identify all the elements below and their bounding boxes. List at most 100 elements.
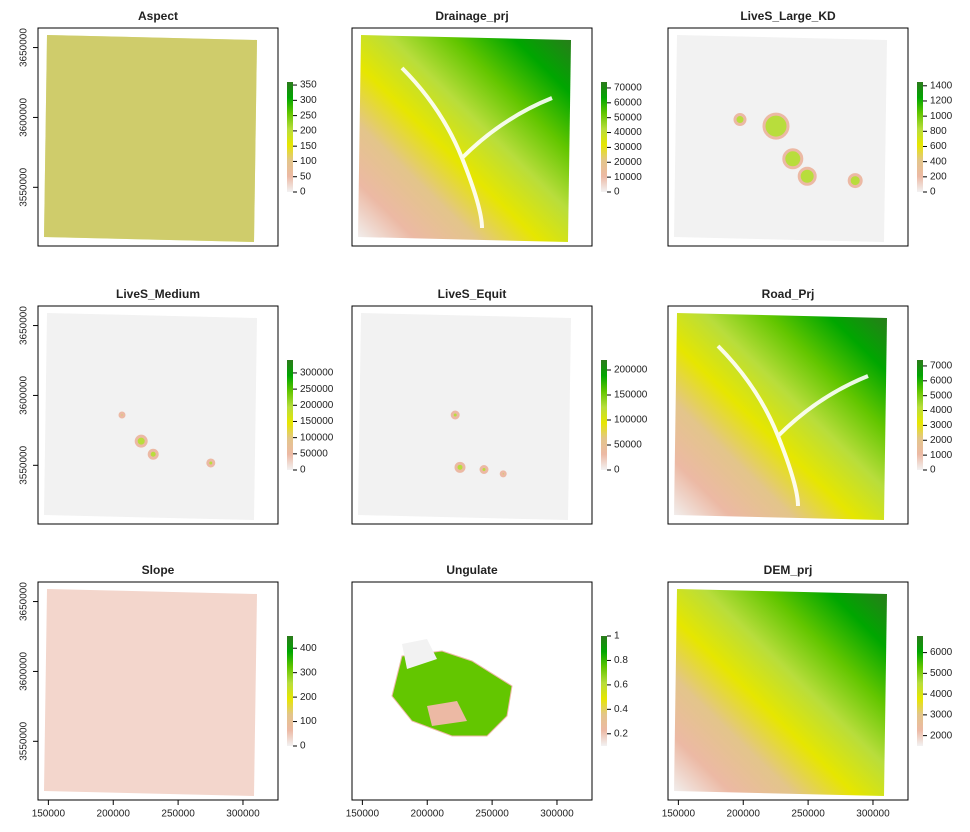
colorbar-label: 350 (300, 80, 317, 91)
colorbar-label: 300 (300, 667, 317, 678)
panel-title: LiveS_Large_KD (740, 9, 836, 23)
colorbar (601, 636, 607, 746)
colorbar-label: 3000 (930, 420, 953, 431)
x-tick-label: 200000 (411, 809, 445, 820)
panel-title: LiveS_Medium (116, 287, 200, 301)
colorbar-label: 300000 (300, 368, 334, 379)
colorbar-label: 200000 (614, 365, 648, 376)
colorbar-label: 6000 (930, 647, 953, 658)
colorbar-label: 2000 (930, 730, 953, 741)
colorbar-label: 70000 (614, 83, 642, 94)
colorbar-label: 100 (300, 716, 317, 727)
colorbar-label: 4000 (930, 689, 953, 700)
colorbar-label: 800 (930, 126, 947, 137)
colorbar-label: 400 (300, 643, 317, 654)
colorbar-label: 100000 (300, 432, 334, 443)
plot-box (351, 305, 593, 525)
y-tick-label: 3600000 (19, 376, 30, 415)
hotspot (762, 112, 790, 140)
panel-title: Slope (142, 563, 175, 577)
colorbar-label: 20000 (614, 157, 642, 168)
colorbar-label: 1 (614, 631, 620, 642)
colorbar-label: 7000 (930, 361, 953, 372)
hotspot (479, 465, 489, 474)
x-tick-label: 200000 (97, 809, 131, 820)
plot-box (351, 581, 593, 801)
colorbar-label: 0 (614, 465, 620, 476)
panel-title: Ungulate (446, 563, 498, 577)
colorbar-label: 2000 (930, 435, 953, 446)
hotspot (134, 434, 148, 448)
y-tick-label: 3550000 (19, 167, 30, 206)
colorbar-label: 0 (300, 465, 306, 476)
hotspot (206, 458, 216, 468)
colorbar-label: 100 (300, 156, 317, 167)
plot-box (37, 581, 279, 801)
x-tick-label: 300000 (226, 809, 260, 820)
colorbar-label: 60000 (614, 97, 642, 108)
plot-box (667, 27, 909, 247)
colorbar (601, 360, 607, 470)
colorbar-label: 250 (300, 110, 317, 121)
y-tick-label: 3550000 (19, 445, 30, 484)
x-tick-label: 150000 (346, 809, 380, 820)
map-raster (358, 313, 571, 520)
colorbar-label: 200 (930, 171, 947, 182)
plot-box (667, 581, 909, 801)
colorbar-label: 150000 (300, 416, 334, 427)
colorbar (917, 360, 923, 470)
colorbar (287, 636, 293, 746)
colorbar-label: 0 (930, 465, 936, 476)
x-tick-label: 250000 (161, 809, 195, 820)
x-tick-label: 200000 (727, 809, 761, 820)
colorbar (287, 82, 293, 192)
colorbar (287, 360, 293, 470)
colorbar-label: 200 (300, 692, 317, 703)
colorbar-label: 4000 (930, 405, 953, 416)
panel-title: Aspect (138, 9, 178, 23)
panel-title: DEM_prj (764, 563, 813, 577)
colorbar (917, 82, 923, 192)
x-tick-label: 150000 (32, 809, 66, 820)
colorbar-label: 1200 (930, 96, 953, 107)
panel-title: LiveS_Equit (438, 287, 507, 301)
colorbar-label: 200 (300, 126, 317, 137)
hotspot (118, 411, 126, 419)
colorbar-label: 0.8 (614, 655, 628, 666)
map-raster (44, 589, 257, 796)
plot-box (351, 27, 593, 247)
colorbar-label: 40000 (614, 127, 642, 138)
colorbar-label: 0 (614, 187, 620, 198)
plot-box (37, 305, 279, 525)
network (400, 66, 553, 229)
colorbar-label: 200000 (300, 400, 334, 411)
colorbar-label: 50 (300, 171, 312, 182)
map-raster (358, 35, 571, 242)
colorbar-label: 0 (930, 187, 936, 198)
colorbar-label: 50000 (614, 440, 642, 451)
x-tick-label: 250000 (791, 809, 825, 820)
colorbar-label: 6000 (930, 375, 953, 386)
x-tick-label: 250000 (475, 809, 509, 820)
hotspot (499, 470, 507, 478)
colorbar-label: 0 (300, 187, 306, 198)
ungulate-region (402, 639, 437, 669)
plot-box (37, 27, 279, 247)
texture (44, 35, 257, 242)
colorbar-label: 400 (930, 156, 947, 167)
map-raster (44, 313, 257, 520)
colorbar-label: 0.6 (614, 680, 628, 691)
network (716, 344, 869, 507)
hotspot (147, 448, 159, 460)
hotspot (847, 173, 863, 189)
colorbar-label: 0 (300, 741, 306, 752)
colorbar-label: 30000 (614, 142, 642, 153)
colorbar-label: 1000 (930, 450, 953, 461)
hotspot (733, 113, 747, 127)
x-tick-label: 150000 (662, 809, 696, 820)
hotspot (450, 410, 460, 420)
colorbar-label: 150000 (614, 390, 648, 401)
colorbar-label: 1400 (930, 80, 953, 91)
colorbar-label: 300 (300, 95, 317, 106)
